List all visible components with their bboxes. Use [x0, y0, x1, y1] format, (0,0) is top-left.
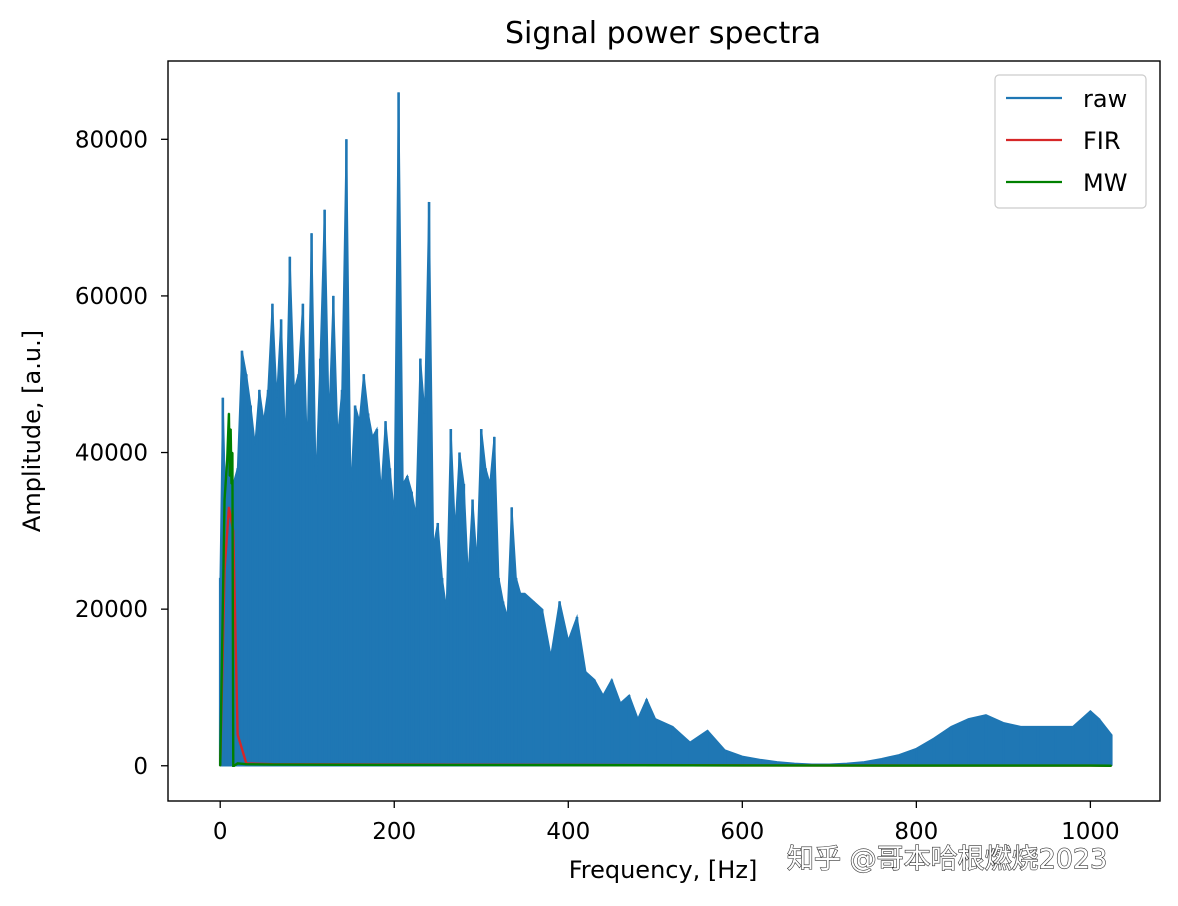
legend-label-raw: raw [1083, 85, 1127, 113]
chart-title: Signal power spectra [505, 16, 821, 51]
data-point-mw [229, 428, 232, 430]
data-point-mw [233, 764, 235, 767]
data-point-mw [741, 764, 744, 767]
legend-label-mw: MW [1083, 169, 1127, 197]
legend-box [994, 74, 1147, 209]
data-point-mw [1089, 764, 1092, 767]
x-tick-label: 400 [546, 819, 590, 845]
data-point-mw [1110, 764, 1113, 767]
x-tick-label: 800 [894, 819, 938, 845]
data-point-fir [228, 506, 230, 509]
y-tick-label: 20000 [75, 597, 148, 623]
data-point-mw [236, 762, 239, 765]
data-point-mw [228, 412, 230, 415]
data-point-mw [219, 764, 222, 767]
data-point-mw [228, 475, 231, 477]
data-point-mw [393, 764, 396, 766]
x-tick-label: 1000 [1061, 819, 1120, 845]
series-raw [218, 92, 1113, 767]
y-tick-label: 80000 [75, 127, 148, 153]
data-point-mw [567, 764, 570, 766]
x-tick-label: 600 [720, 819, 764, 845]
data-point-mw [230, 483, 233, 485]
x-tick-label: 0 [213, 819, 228, 845]
watermark-text: 知乎 @哥本哈根燃烧2023 [787, 844, 1107, 875]
x-axis-label: Frequency, [Hz] [569, 856, 758, 884]
y-axis-label: Amplitude, [a.u.] [18, 330, 46, 532]
data-point-fir [236, 733, 239, 736]
y-tick-label: 40000 [75, 441, 148, 467]
y-axis-ticks: 0 20000 40000 60000 80000 [75, 127, 168, 780]
legend-label-fir: FIR [1083, 127, 1121, 155]
series-mw [219, 412, 1113, 767]
x-tick-label: 200 [372, 819, 416, 845]
data-point-mw [915, 764, 918, 767]
series-group [218, 92, 1113, 767]
data-point-mw [226, 459, 228, 462]
data-point-mw [245, 763, 248, 765]
data-point-mw [271, 763, 274, 766]
data-point-mw [223, 498, 226, 501]
data-point-mw [231, 451, 234, 454]
x-axis-ticks: 0 200 400 600 800 1000 [213, 801, 1120, 845]
y-tick-label: 60000 [75, 284, 148, 310]
legend: raw FIR MW [994, 74, 1147, 209]
y-tick-label: 0 [133, 754, 148, 780]
plot-frame [167, 60, 1161, 802]
